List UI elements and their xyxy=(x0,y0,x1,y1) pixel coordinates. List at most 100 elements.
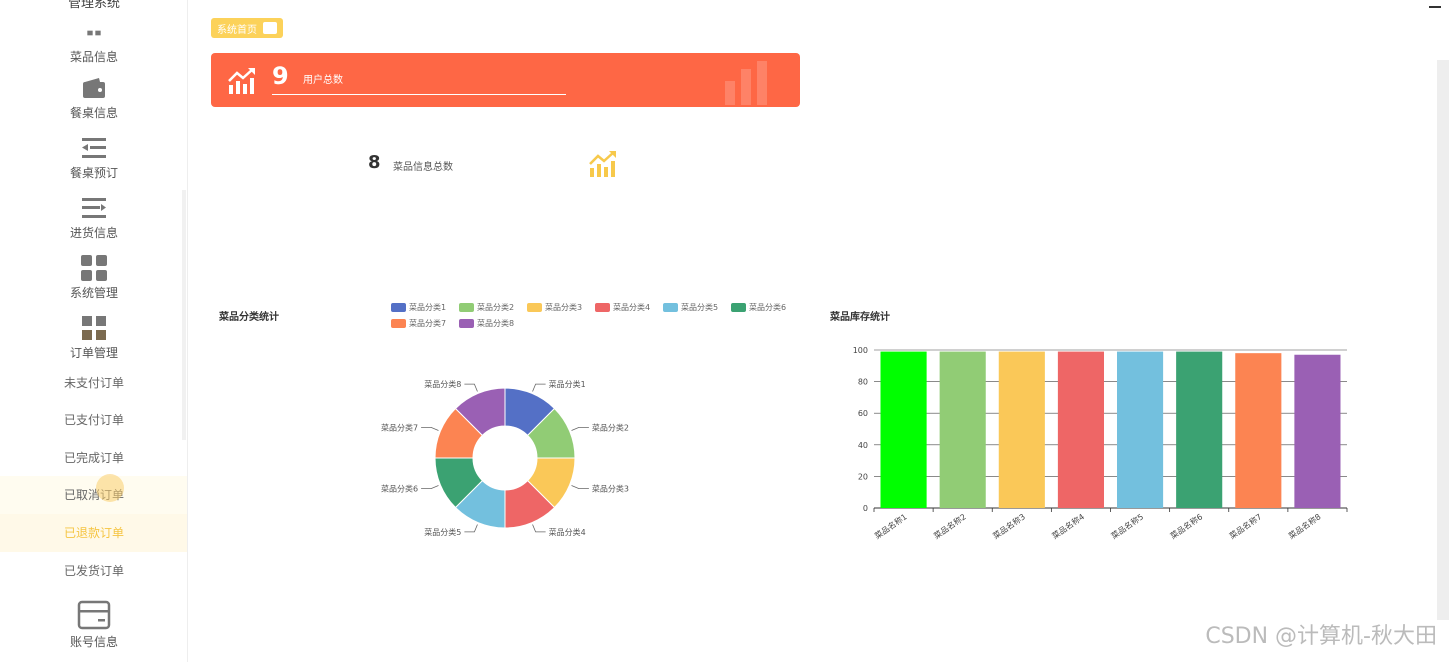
bar[interactable] xyxy=(939,351,986,508)
x-tick-label: 菜品名称8 xyxy=(1286,511,1322,540)
legend-item[interactable]: 菜品分类8 xyxy=(459,318,514,329)
legend-swatch xyxy=(731,303,746,312)
bar[interactable] xyxy=(1294,354,1341,508)
user-count-value: 9 xyxy=(272,62,289,90)
sidebar: 管理系统 菜品信息 餐桌信息 餐桌预订 进货信息 xyxy=(0,0,188,662)
subitem-cancelled-orders[interactable]: 已取消订单 xyxy=(0,476,187,514)
legend-label: 菜品分类6 xyxy=(749,303,787,312)
trend-chart-icon xyxy=(589,151,616,177)
pie-label: 菜品分类8 xyxy=(424,379,461,389)
pie-label: 菜品分类2 xyxy=(592,422,629,432)
sidebar-item-account-info[interactable]: 账号信息 xyxy=(0,600,187,650)
y-tick-label: 60 xyxy=(858,409,868,418)
watermark: CSDN @计算机-秋大田 xyxy=(1205,624,1437,649)
user-count-card: 9 用户总数 xyxy=(211,53,800,107)
y-tick-label: 40 xyxy=(858,441,868,450)
brand-title: 管理系统 xyxy=(67,0,120,11)
pie-label: 菜品分类4 xyxy=(549,527,586,537)
breadcrumb-label: 系统首页 xyxy=(217,24,257,36)
pie-label-line xyxy=(421,426,439,431)
bar[interactable] xyxy=(1176,351,1223,508)
y-tick-label: 100 xyxy=(853,346,868,355)
legend-item[interactable]: 菜品分类2 xyxy=(459,302,514,313)
user-count-label: 用户总数 xyxy=(303,75,343,86)
legend-item[interactable]: 菜品分类6 xyxy=(731,302,786,313)
bar[interactable] xyxy=(1235,353,1282,508)
subitem-completed-orders[interactable]: 已完成订单 xyxy=(64,451,125,465)
sidebar-item-label: 账号信息 xyxy=(69,635,118,649)
pie-slice[interactable] xyxy=(454,387,506,437)
list-menu-icon xyxy=(82,198,106,218)
pie-label: 菜品分类6 xyxy=(381,484,418,494)
trend-chart-icon xyxy=(228,68,255,94)
card-icon xyxy=(77,600,111,630)
breadcrumb[interactable]: 系统首页 xyxy=(211,18,283,38)
sidebar-item-label: 系统管理 xyxy=(69,286,118,300)
grid-icon xyxy=(82,316,106,340)
bar-chart: 0 20 40 60 80 100 菜品名称1 菜品名称2 菜品名称3 菜品名称4 菜品名称5 菜品名… xyxy=(853,346,1348,541)
legend-item[interactable]: 菜品分类5 xyxy=(663,302,718,313)
pie-label: 菜品分类7 xyxy=(381,422,418,432)
legend-swatch xyxy=(391,303,406,312)
divider xyxy=(272,94,566,95)
x-tick-label: 菜品名称5 xyxy=(1109,511,1145,540)
pie-chart: 菜品分类1 菜品分类2 菜品分类3 菜品分类4 菜品分类5 菜品分类6 菜品分类7 菜品分类8 xyxy=(381,379,629,537)
legend-label: 菜品分类2 xyxy=(477,303,515,312)
pie-chart-title: 菜品分类统计 xyxy=(219,312,279,323)
legend-label: 菜品分类4 xyxy=(613,303,651,312)
sidebar-item-system-management[interactable]: 系统管理 xyxy=(0,254,187,301)
main-content: 系统首页 9 用户总数 8 菜品信息总数 菜品分类统计 菜品分类1 菜品分类2 菜品… xyxy=(190,0,1449,662)
sidebar-item-order-management[interactable]: 订单管理 xyxy=(0,314,187,361)
grid-icon xyxy=(87,30,101,36)
legend-swatch xyxy=(527,303,542,312)
legend-item[interactable]: 菜品分类7 xyxy=(391,318,446,329)
legend-swatch xyxy=(595,303,610,312)
bar-chart-icon xyxy=(725,61,767,105)
bar[interactable] xyxy=(1117,351,1164,508)
sidebar-item-table-booking[interactable]: 餐桌预订 xyxy=(0,136,187,181)
legend-label: 菜品分类8 xyxy=(477,319,515,328)
sidebar-item-purchase-info[interactable]: 进货信息 xyxy=(0,196,187,241)
sidebar-item-label: 餐桌预订 xyxy=(69,166,118,180)
pie-label-line xyxy=(532,383,546,392)
subitem-shipped-orders[interactable]: 已发货订单 xyxy=(64,564,125,578)
legend-swatch xyxy=(459,319,474,328)
pie-label-line xyxy=(532,524,546,533)
pie-label-line xyxy=(571,485,589,490)
sidebar-item-table-info[interactable]: 餐桌信息 xyxy=(0,76,187,121)
sidebar-item-dish-info[interactable]: 菜品信息 xyxy=(0,28,187,65)
close-tab-icon[interactable] xyxy=(263,22,277,34)
minimize-icon[interactable] xyxy=(1429,0,1441,8)
list-arrow-icon xyxy=(82,138,106,158)
x-tick-label: 菜品名称6 xyxy=(1168,511,1204,540)
subitem-unpaid-orders[interactable]: 未支付订单 xyxy=(64,376,125,390)
sidebar-item-label: 菜品信息 xyxy=(69,50,118,64)
legend-item[interactable]: 菜品分类1 xyxy=(391,302,446,313)
pie-label: 菜品分类1 xyxy=(549,379,586,389)
bar[interactable] xyxy=(880,351,927,508)
page-scrollbar[interactable] xyxy=(1437,60,1449,620)
y-tick-label: 0 xyxy=(863,504,868,513)
subitem-paid-orders[interactable]: 已支付订单 xyxy=(64,413,125,427)
x-tick-label: 菜品名称7 xyxy=(1227,511,1263,540)
apps-icon xyxy=(81,255,107,281)
x-tick-label: 菜品名称2 xyxy=(932,511,968,540)
legend-swatch xyxy=(391,319,406,328)
sidebar-item-label: 餐桌信息 xyxy=(69,106,118,120)
legend-label: 菜品分类5 xyxy=(681,303,719,312)
subitem-refunded-orders[interactable]: 已退款订单 xyxy=(0,514,187,552)
sidebar-scrollbar[interactable] xyxy=(182,190,186,440)
bar[interactable] xyxy=(1057,351,1104,508)
bar[interactable] xyxy=(998,351,1045,508)
x-tick-label: 菜品名称4 xyxy=(1050,511,1086,540)
pie-label-line xyxy=(464,383,478,392)
y-tick-label: 80 xyxy=(858,378,868,387)
legend-item[interactable]: 菜品分类3 xyxy=(527,302,582,313)
sidebar-item-label: 订单管理 xyxy=(69,346,118,360)
pie-label-line xyxy=(464,524,478,533)
legend-label: 菜品分类1 xyxy=(409,303,447,312)
pie-label: 菜品分类3 xyxy=(592,484,629,494)
sidebar-item-label: 进货信息 xyxy=(69,226,118,240)
legend-label: 菜品分类7 xyxy=(409,319,447,328)
legend-item[interactable]: 菜品分类4 xyxy=(595,302,650,313)
